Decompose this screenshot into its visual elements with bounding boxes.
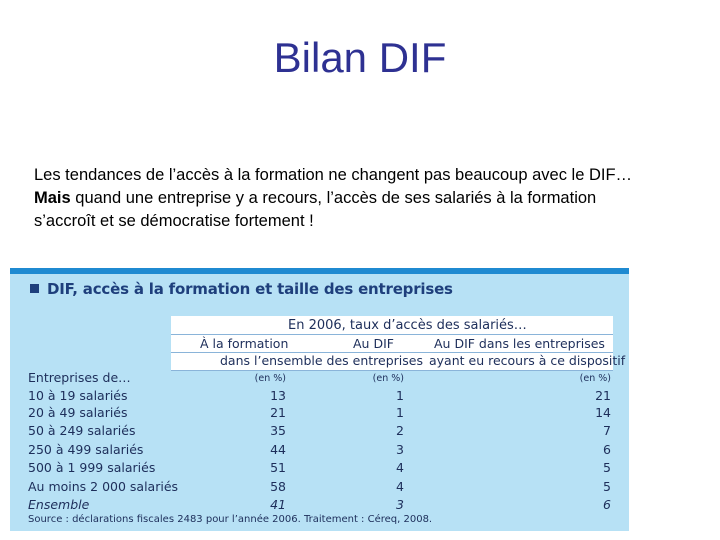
cell-formation: 44: [270, 442, 286, 457]
intro-bold-word: Mais: [34, 189, 71, 207]
cell-dif: 1: [396, 405, 404, 420]
unit-col2: (en %): [372, 373, 404, 384]
cell-dif-recours: 7: [603, 423, 611, 438]
row-label: 20 à 49 salariés: [28, 405, 128, 420]
row-label: Au moins 2 000 salariés: [28, 479, 179, 494]
unit-col3: (en %): [579, 373, 611, 384]
intro-line-2-rest: quand une entreprise y a recours, l’accè…: [70, 189, 597, 207]
cell-formation: 51: [270, 460, 286, 475]
cell-dif: 4: [396, 460, 404, 475]
intro-line-3: s’accroît et se démocratise fortement !: [34, 212, 314, 230]
col-header-dif-recours: Au DIF dans les entreprises: [434, 336, 605, 351]
col-header-dif: Au DIF: [353, 336, 394, 351]
header-divider: [171, 370, 613, 371]
cell-dif: 1: [396, 388, 404, 403]
cell-dif-recours: 6: [603, 497, 611, 512]
table-figure: DIF, accès à la formation et taille des …: [10, 268, 629, 531]
cell-dif: 2: [396, 423, 404, 438]
group-header: En 2006, taux d’accès des salariés…: [288, 318, 527, 333]
cell-formation: 41: [270, 497, 286, 512]
cell-dif-recours: 5: [603, 479, 611, 494]
figure-top-bar: [10, 268, 629, 274]
row-label: 250 à 499 salariés: [28, 442, 144, 457]
row-label: 500 à 1 999 salariés: [28, 460, 156, 475]
cell-dif-recours: 14: [595, 405, 611, 420]
intro-line-1: Les tendances de l’accès à la formation …: [34, 166, 633, 184]
header-background: [171, 316, 613, 370]
intro-line-2: Mais quand une entreprise y a recours, l…: [34, 187, 694, 210]
header-divider: [171, 352, 613, 353]
row-label: 50 à 249 salariés: [28, 423, 136, 438]
row-label: Ensemble: [28, 497, 90, 512]
unit-col1: (en %): [254, 373, 286, 384]
figure-title: DIF, accès à la formation et taille des …: [30, 280, 453, 298]
col-subheader-recours: ayant eu recours à ce dispositif: [429, 353, 626, 368]
source-note: Source : déclarations fiscales 2483 pour…: [28, 514, 433, 525]
intro-text: Les tendances de l’accès à la formation …: [34, 164, 694, 233]
row-header: Entreprises de…: [28, 370, 131, 385]
header-divider: [171, 334, 613, 335]
square-bullet-icon: [30, 284, 39, 293]
cell-formation: 58: [270, 479, 286, 494]
col-subheader-ensemble: dans l’ensemble des entreprises: [220, 353, 423, 368]
row-label: 10 à 19 salariés: [28, 388, 128, 403]
cell-dif-recours: 21: [595, 388, 611, 403]
col-header-formation: À la formation: [200, 336, 289, 351]
cell-dif-recours: 5: [603, 460, 611, 475]
cell-dif-recours: 6: [603, 442, 611, 457]
cell-formation: 35: [270, 423, 286, 438]
cell-dif: 3: [396, 497, 404, 512]
cell-formation: 13: [270, 388, 286, 403]
cell-formation: 21: [270, 405, 286, 420]
cell-dif: 3: [396, 442, 404, 457]
figure-title-text: DIF, accès à la formation et taille des …: [47, 280, 453, 298]
cell-dif: 4: [396, 479, 404, 494]
slide-title: Bilan DIF: [273, 34, 447, 81]
